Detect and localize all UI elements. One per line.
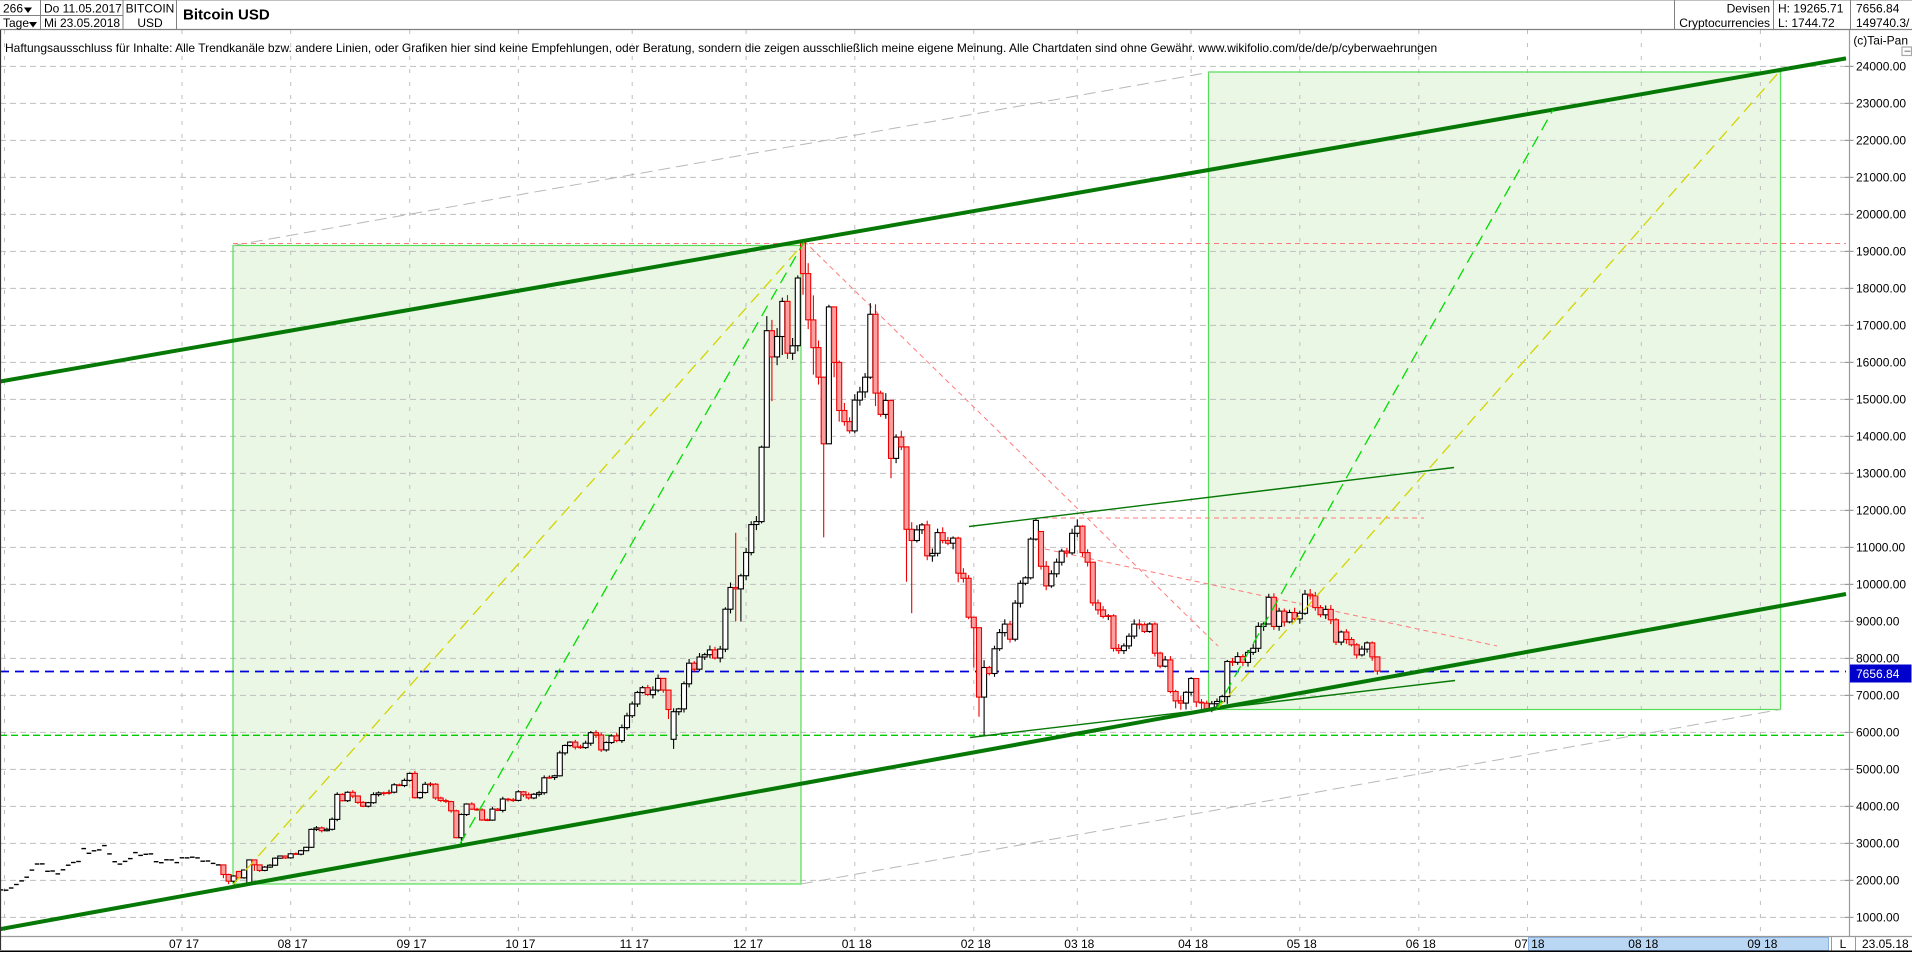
svg-text:H: 19265.71: H: 19265.71 [1778,2,1844,16]
svg-text:Cryptocurrencies: Cryptocurrencies [1679,16,1770,30]
svg-text:08 17: 08 17 [278,937,308,951]
svg-text:(c)Tai-Pan: (c)Tai-Pan [1853,34,1908,48]
svg-text:23.05.18: 23.05.18 [1862,937,1909,951]
svg-text:15000.00: 15000.00 [1856,393,1906,407]
svg-text:22000.00: 22000.00 [1856,134,1906,148]
svg-text:19000.00: 19000.00 [1856,245,1906,259]
svg-text:10 17: 10 17 [505,937,535,951]
svg-text:Do 11.05.2017: Do 11.05.2017 [44,2,122,16]
svg-text:Mi 23.05.2018: Mi 23.05.2018 [44,16,120,30]
svg-text:24000.00: 24000.00 [1856,60,1906,74]
svg-text:11 17: 11 17 [620,937,649,951]
svg-text:12000.00: 12000.00 [1856,504,1906,518]
svg-text:Bitcoin USD: Bitcoin USD [183,7,270,24]
svg-text:Tage: Tage [3,16,29,30]
svg-text:01 18: 01 18 [842,937,872,951]
svg-text:07 17: 07 17 [169,937,199,951]
svg-text:21000.00: 21000.00 [1856,171,1906,185]
svg-text:7656.84: 7656.84 [1856,2,1900,16]
svg-text:09 18: 09 18 [1747,937,1777,951]
svg-text:USD: USD [137,16,163,30]
svg-text:11000.00: 11000.00 [1856,541,1905,555]
svg-text:06 18: 06 18 [1406,937,1436,951]
svg-text:L: L [1840,937,1847,951]
svg-text:6000.00: 6000.00 [1856,726,1900,740]
svg-text:20000.00: 20000.00 [1856,208,1906,222]
svg-text:08 18: 08 18 [1628,937,1658,951]
svg-text:3000.00: 3000.00 [1856,837,1900,851]
svg-text:BITCOIN: BITCOIN [126,2,175,16]
svg-text:04 18: 04 18 [1178,937,1208,951]
svg-text:266: 266 [3,2,23,16]
svg-text:149740.3/: 149740.3/ [1856,16,1910,30]
svg-text:1000.00: 1000.00 [1856,911,1900,925]
svg-text:05 18: 05 18 [1287,937,1317,951]
svg-text:02 18: 02 18 [961,937,991,951]
svg-text:23000.00: 23000.00 [1856,97,1906,111]
svg-text:5000.00: 5000.00 [1856,763,1900,777]
svg-text:10000.00: 10000.00 [1856,578,1906,592]
svg-text:2000.00: 2000.00 [1856,874,1900,888]
svg-text:8000.00: 8000.00 [1856,652,1900,666]
svg-text:16000.00: 16000.00 [1856,356,1906,370]
svg-text:7000.00: 7000.00 [1856,689,1900,703]
svg-text:07 18: 07 18 [1514,937,1544,951]
svg-text:09 17: 09 17 [397,937,427,951]
svg-text:Devisen: Devisen [1727,2,1770,16]
svg-text:03 18: 03 18 [1064,937,1094,951]
svg-text:14000.00: 14000.00 [1856,430,1906,444]
svg-text:13000.00: 13000.00 [1856,467,1906,481]
svg-text:9000.00: 9000.00 [1856,615,1900,629]
svg-text:18000.00: 18000.00 [1856,282,1906,296]
svg-text:17000.00: 17000.00 [1856,319,1906,333]
svg-text:L: 1744.72: L: 1744.72 [1778,16,1835,30]
svg-text:Haftungsausschluss für Inhalte: Haftungsausschluss für Inhalte: Alle Tre… [5,41,1437,55]
svg-text:4000.00: 4000.00 [1856,800,1900,814]
svg-text:12 17: 12 17 [733,937,763,951]
svg-text:7656.84: 7656.84 [1856,667,1900,681]
